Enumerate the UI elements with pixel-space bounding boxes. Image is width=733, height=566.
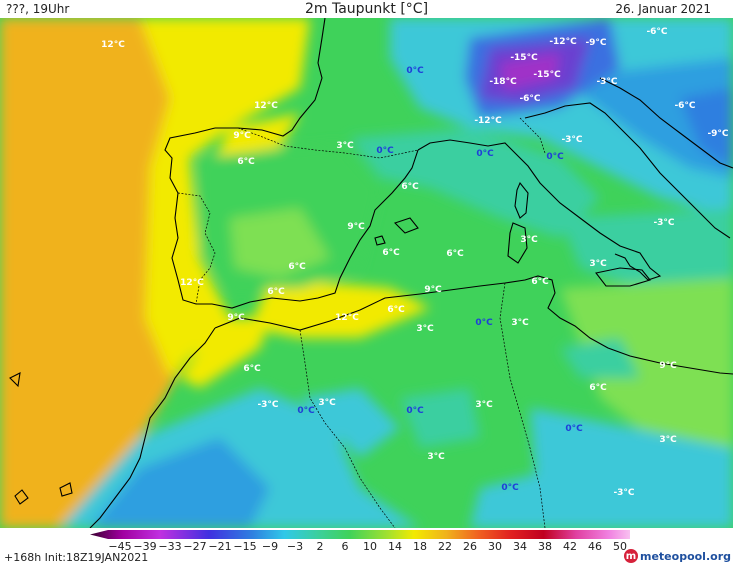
map-title: 2m Taupunkt [°C] xyxy=(304,1,429,17)
temperature-label: -15°C xyxy=(533,70,561,80)
scale-tick-label: −45 xyxy=(108,540,132,553)
scale-tick-label: 50 xyxy=(613,540,627,553)
temperature-label: 3°C xyxy=(520,235,538,245)
scale-gradient xyxy=(90,530,630,539)
temperature-label: 3°C xyxy=(475,400,493,410)
temperature-label: -6°C xyxy=(519,94,540,104)
brand-name: meteopool.org xyxy=(640,549,731,563)
header: ???, 19Uhr 2m Taupunkt [°C] 26. Januar 2… xyxy=(0,0,733,18)
temperature-label: 6°C xyxy=(382,248,400,258)
temperature-label: 9°C xyxy=(227,313,245,323)
temperature-label: 3°C xyxy=(589,259,607,269)
temperature-label: 0°C xyxy=(476,149,494,159)
temperature-label: 9°C xyxy=(347,222,365,232)
temperature-label: 6°C xyxy=(387,305,405,315)
temperature-label: -12°C xyxy=(549,37,577,47)
temperature-label: -3°C xyxy=(257,400,278,410)
temperature-label: 0°C xyxy=(406,406,424,416)
temperature-label: 12°C xyxy=(101,40,125,50)
forecast-init-label: +168h Init:18Z19JAN2021 xyxy=(4,551,149,564)
temperature-label: 6°C xyxy=(589,383,607,393)
temperature-label: 6°C xyxy=(288,262,306,272)
temperature-label: -18°C xyxy=(489,77,517,87)
scale-tick-label: −3 xyxy=(286,540,304,553)
coastlines xyxy=(9,18,733,528)
temperature-label: 3°C xyxy=(427,452,445,462)
temperature-label: 6°C xyxy=(243,364,261,374)
temperature-label: 0°C xyxy=(565,424,583,434)
temperature-label: 3°C xyxy=(659,435,677,445)
dewpoint-map: 12°C 12°C 9°C 6°C 3°C 0°C 6°C 9°C 6°C 6°C 6°C 12°C 6… xyxy=(0,18,733,528)
temperature-label: -6°C xyxy=(674,101,695,111)
temperature-label: 3°C xyxy=(336,141,354,151)
map-date: 26. Januar 2021 xyxy=(615,2,711,16)
temperature-label: 12°C xyxy=(254,101,278,111)
scale-tick-label: −9 xyxy=(261,540,279,553)
map-field: 12°C12°C9°C6°C3°C 0°C6°C9°C6°C 6°C6°C12°C6… xyxy=(0,18,733,528)
scale-tick-label: −27 xyxy=(183,540,207,553)
temperature-label: 9°C xyxy=(424,285,442,295)
temperature-label: 0°C xyxy=(546,152,564,162)
scale-tick-label: 22 xyxy=(438,540,452,553)
scale-tick-label: 34 xyxy=(513,540,527,553)
color-scale-bar xyxy=(90,530,630,539)
temperature-label: 0°C xyxy=(475,318,493,328)
dewpoint-shading xyxy=(0,18,733,528)
temperature-label: 3°C xyxy=(511,318,529,328)
temperature-label: -3°C xyxy=(596,77,617,87)
brand-logo[interactable]: m meteopool.org xyxy=(624,548,731,564)
color-scale-ticks: −45 −39 −33 −27 −21 −15 −9 −3 2 6 10 14 18 22 26 30 34 38… xyxy=(108,540,630,554)
scale-tick-label: 26 xyxy=(463,540,477,553)
meteopool-logo-icon: m xyxy=(624,549,638,563)
temperature-label: -15°C xyxy=(510,53,538,63)
temperature-label: 6°C xyxy=(401,182,419,192)
temperature-label: -6°C xyxy=(646,27,667,37)
scale-tick-label: 18 xyxy=(413,540,427,553)
temperature-label: 3°C xyxy=(318,398,336,408)
scale-tick-label: 38 xyxy=(538,540,552,553)
scale-tick-label: 10 xyxy=(363,540,377,553)
temperature-label: 0°C xyxy=(376,146,394,156)
temperature-label: 6°C xyxy=(267,287,285,297)
scale-tick-label: −39 xyxy=(133,540,157,553)
scale-tick-label: 42 xyxy=(563,540,577,553)
temperature-label: 6°C xyxy=(531,277,549,287)
scale-tick-label: −15 xyxy=(233,540,257,553)
scale-tick-label: 6 xyxy=(341,540,349,553)
temperature-label: -12°C xyxy=(474,116,502,126)
temperature-label: -3°C xyxy=(561,135,582,145)
temperature-label: 0°C xyxy=(406,66,424,76)
temperature-labels: 12°C12°C9°C6°C3°C 0°C6°C9°C6°C 6°C6°C12°C6… xyxy=(101,27,729,498)
scale-tick-label: −21 xyxy=(208,540,232,553)
temperature-label: 6°C xyxy=(446,249,464,259)
scale-tick-label: −33 xyxy=(158,540,182,553)
temperature-label: 6°C xyxy=(237,157,255,167)
temperature-label: 9°C xyxy=(659,361,677,371)
temperature-label: 0°C xyxy=(501,483,519,493)
scale-tick-label: 2 xyxy=(316,540,324,553)
temperature-label: -9°C xyxy=(585,38,606,48)
scale-tick-label: 30 xyxy=(488,540,502,553)
temperature-label: 3°C xyxy=(416,324,434,334)
temperature-label: 0°C xyxy=(297,406,315,416)
scale-tick-label: 14 xyxy=(388,540,402,553)
country-borders xyxy=(177,117,546,528)
temperature-label: 9°C xyxy=(233,131,251,141)
temperature-label: -3°C xyxy=(613,488,634,498)
temperature-label: 12°C xyxy=(335,313,359,323)
scale-tick-label: 46 xyxy=(588,540,602,553)
run-label: ???, 19Uhr xyxy=(6,2,70,16)
temperature-label: -9°C xyxy=(707,129,728,139)
temperature-label: -3°C xyxy=(653,218,674,228)
temperature-label: 12°C xyxy=(180,278,204,288)
